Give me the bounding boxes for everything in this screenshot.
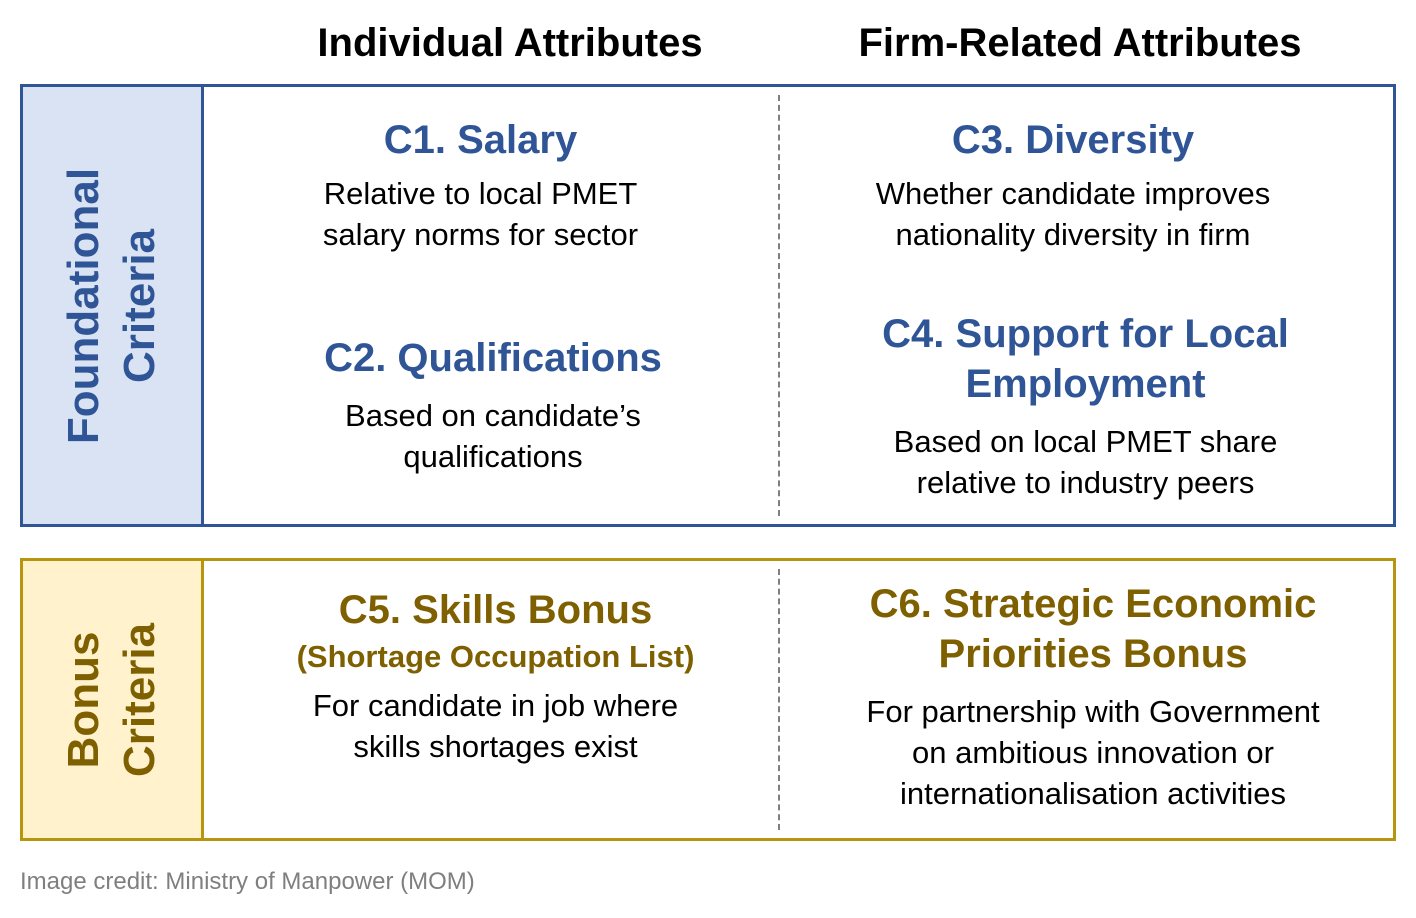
c1-description: Relative to local PMET salary norms for … — [203, 173, 758, 255]
c2-qualifications-cell: C2. Qualifications Based on candidate’s … — [203, 333, 783, 477]
c4-desc-line1: Based on local PMET share — [893, 424, 1278, 459]
c6-desc-line1: For partnership with Government — [866, 694, 1320, 729]
c2-desc-line2: qualifications — [403, 439, 583, 474]
c3-title: C3. Diversity — [951, 118, 1195, 162]
c3-diversity-cell: C3. Diversity Whether candidate improves… — [793, 115, 1353, 255]
c4-local-employment-cell: C4. Support for Local Employment Based o… — [813, 309, 1358, 503]
c4-title: C4. Support for Local Employment — [813, 309, 1358, 409]
bonus-divider — [778, 569, 780, 830]
bonus-label-line2: Criteria — [114, 622, 164, 777]
c3-desc-line2: nationality diversity in firm — [895, 217, 1251, 252]
c5-title: C5. Skills Bonus — [338, 588, 653, 632]
c1-salary-cell: C1. Salary Relative to local PMET salary… — [203, 115, 758, 255]
c2-title: C2. Qualifications — [324, 336, 662, 380]
foundational-label-line1: Foundational — [59, 167, 108, 444]
c4-title-line1: C4. Support for Local — [882, 312, 1289, 356]
c6-description: For partnership with Government on ambit… — [813, 691, 1373, 814]
c2-description: Based on candidate’s qualifications — [203, 395, 783, 477]
foundational-label-line2: Criteria — [115, 228, 164, 383]
c5-subtitle: (Shortage Occupation List) — [296, 639, 695, 674]
c6-strategic-priorities-cell: C6. Strategic Economic Priorities Bonus … — [813, 579, 1373, 814]
c1-title: C1. Salary — [383, 118, 578, 162]
foundational-criteria-label: Foundational Criteria — [56, 167, 168, 443]
c4-title-line2: Employment — [965, 362, 1206, 406]
c6-title-line2: Priorities Bonus — [938, 632, 1248, 676]
c6-desc-line3: internationalisation activities — [900, 776, 1286, 811]
bonus-label-line1: Bonus — [58, 631, 108, 768]
foundational-criteria-band: Foundational Criteria C1. Salary Relativ… — [20, 84, 1396, 527]
bonus-criteria-label: Bonus Criteria — [56, 622, 168, 776]
foundational-divider — [778, 95, 780, 516]
c2-desc-line1: Based on candidate’s — [345, 398, 641, 433]
c5-desc-line2: skills shortages exist — [353, 729, 638, 764]
c5-skills-bonus-cell: C5. Skills Bonus (Shortage Occupation Li… — [203, 585, 788, 767]
c4-description: Based on local PMET share relative to in… — [813, 421, 1358, 503]
foundational-criteria-label-box: Foundational Criteria — [23, 87, 204, 524]
bonus-criteria-band: Bonus Criteria C5. Skills Bonus (Shortag… — [20, 558, 1396, 841]
c4-desc-line2: relative to industry peers — [916, 465, 1255, 500]
image-credit: Image credit: Ministry of Manpower (MOM) — [20, 868, 475, 895]
c1-desc-line2: salary norms for sector — [322, 217, 639, 252]
c6-title-line1: C6. Strategic Economic — [869, 582, 1317, 626]
c6-desc-line2: on ambitious innovation or — [912, 735, 1274, 770]
c5-desc-line1: For candidate in job where — [312, 688, 679, 723]
individual-attributes-header: Individual Attributes — [317, 21, 703, 65]
c5-description: For candidate in job where skills shorta… — [203, 685, 788, 767]
bonus-criteria-label-box: Bonus Criteria — [23, 561, 204, 838]
firm-related-attributes-header: Firm-Related Attributes — [858, 21, 1302, 65]
c6-title: C6. Strategic Economic Priorities Bonus — [813, 579, 1373, 679]
c1-desc-line1: Relative to local PMET — [323, 176, 638, 211]
c3-description: Whether candidate improves nationality d… — [793, 173, 1353, 255]
c3-desc-line1: Whether candidate improves — [875, 176, 1271, 211]
